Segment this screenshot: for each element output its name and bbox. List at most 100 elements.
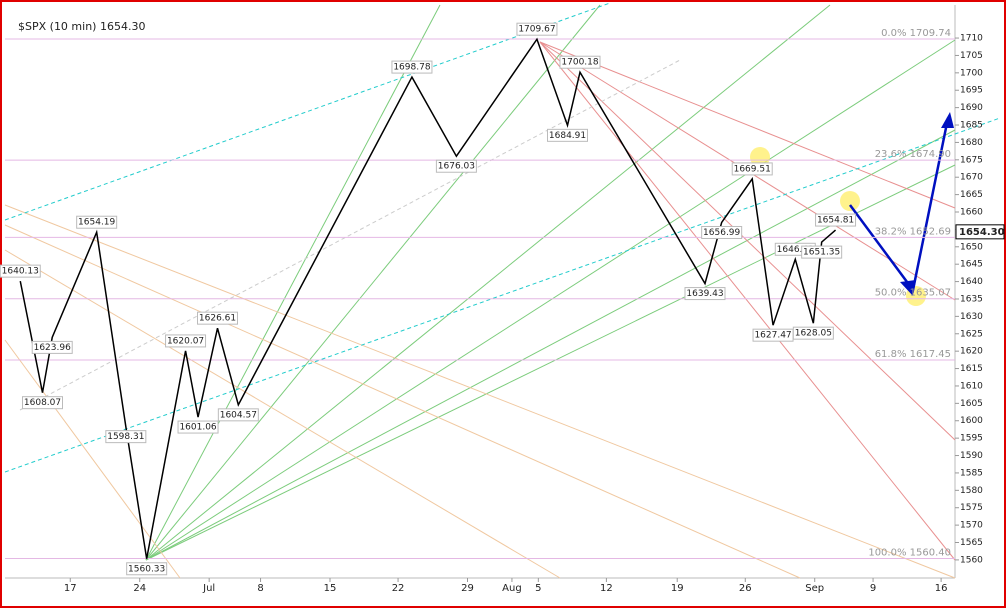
- value-label-group: 1601.06: [177, 420, 219, 434]
- y-tick-label: 1610: [960, 381, 983, 391]
- value-label-box: [815, 213, 857, 227]
- value-label: 1627.47: [754, 331, 791, 341]
- value-label-box: [435, 159, 477, 173]
- value-label-group: 1651.35: [801, 245, 843, 259]
- value-label-box: [801, 245, 843, 259]
- x-tick-label: Jul: [202, 583, 215, 594]
- y-tick-label: 1605: [960, 399, 983, 409]
- y-tick-label: 1575: [960, 503, 983, 513]
- fib-label: 23.6% 1674.90: [875, 149, 951, 160]
- y-tick-label: 1650: [960, 242, 983, 252]
- value-label-group: 1676.03: [435, 159, 477, 173]
- fib-label: 50.0% 1635.07: [875, 288, 951, 299]
- value-label-box: [31, 340, 73, 354]
- value-label-group: 1626.61: [197, 311, 238, 325]
- value-label: 1601.06: [179, 423, 216, 433]
- x-tick-label: Aug: [502, 583, 522, 594]
- value-label-box: [76, 215, 118, 229]
- value-label: 1640.13: [2, 267, 39, 277]
- y-tick-label: 1645: [960, 260, 983, 270]
- value-label-group: 1627.47: [752, 328, 794, 342]
- value-label-box: [126, 562, 168, 576]
- value-label-box: [516, 22, 558, 36]
- value-label: 1560.33: [128, 564, 165, 574]
- value-label-group: 1598.31: [105, 430, 147, 444]
- value-label-box: [197, 311, 238, 325]
- value-label-group: 1698.78: [391, 60, 433, 74]
- y-tick-label: 1565: [960, 538, 983, 548]
- value-label: 1626.61: [199, 314, 236, 324]
- x-tick-label: 15: [324, 583, 337, 594]
- value-label: 1656.99: [703, 228, 740, 238]
- y-tick-label: 1615: [960, 364, 983, 374]
- value-label-group: 1684.91: [547, 128, 588, 142]
- value-label: 1628.05: [795, 329, 832, 339]
- x-tick-label: 24: [133, 583, 146, 594]
- value-label: 1676.03: [438, 162, 475, 172]
- x-tick-label: 17: [64, 583, 77, 594]
- chart-title: $SPX (10 min) 1654.30: [18, 20, 145, 33]
- value-label-group: 1709.67: [516, 22, 558, 36]
- value-label: 1639.43: [686, 289, 723, 299]
- y-tick-label: 1590: [960, 451, 983, 461]
- x-tick-label: 26: [739, 583, 752, 594]
- y-tick-label: 1690: [960, 103, 983, 113]
- value-label-box: [684, 287, 726, 301]
- value-label: 1620.07: [167, 336, 204, 346]
- value-label-box: [391, 60, 433, 74]
- value-label: 1598.31: [107, 432, 144, 442]
- x-tick-label: 22: [392, 583, 405, 594]
- value-label: 1654.19: [78, 218, 115, 228]
- value-label-group: 1604.57: [217, 408, 259, 422]
- value-label: 1604.57: [220, 410, 257, 420]
- value-label-group: 1656.99: [701, 225, 743, 239]
- value-label: 1684.91: [549, 131, 586, 141]
- y-tick-label: 1595: [960, 434, 983, 444]
- y-tick-label: 1675: [960, 155, 983, 165]
- value-label: 1608.07: [24, 398, 61, 408]
- x-tick-label: 5: [535, 583, 541, 594]
- value-label-group: 1628.05: [792, 326, 834, 340]
- y-tick-label: 1710: [960, 34, 983, 44]
- x-tick-label: 19: [671, 583, 684, 594]
- value-label-group: 1669.51: [731, 162, 773, 176]
- x-tick-label: 16: [935, 583, 948, 594]
- value-label-group: 1654.19: [76, 215, 118, 229]
- y-tick-label: 1670: [960, 173, 983, 183]
- fib-label: 61.8% 1617.45: [875, 349, 951, 360]
- value-label-box: [559, 55, 601, 69]
- value-label: 1651.35: [803, 248, 840, 258]
- value-label-group: 1654.81: [815, 213, 857, 227]
- value-label-box: [105, 430, 147, 444]
- y-tick-label: 1620: [960, 347, 983, 357]
- value-label-group: 1560.33: [126, 562, 168, 576]
- value-label-box: [217, 408, 259, 422]
- value-label: 1698.78: [393, 63, 430, 73]
- fib-label: 100.0% 1560.40: [868, 548, 951, 559]
- value-label-box: [22, 396, 63, 410]
- y-tick-label: 1630: [960, 312, 983, 322]
- price-line: [19, 37, 837, 559]
- y-tick-label: 1585: [960, 468, 983, 478]
- value-label: 1700.18: [561, 58, 598, 68]
- y-tick-label: 1695: [960, 86, 983, 96]
- value-label-group: 1640.13: [0, 264, 41, 278]
- y-tick-label: 1625: [960, 329, 983, 339]
- x-tick-label: 8: [257, 583, 263, 594]
- value-label-box: [731, 162, 773, 176]
- value-label-group: 1623.96: [31, 340, 73, 354]
- last-price-label: 1654.30: [959, 227, 1005, 238]
- value-label: 1654.81: [817, 216, 854, 226]
- value-label-box: [177, 420, 219, 434]
- y-tick-label: 1635: [960, 294, 983, 304]
- value-label-box: [792, 326, 834, 340]
- y-tick-label: 1580: [960, 486, 983, 496]
- x-tick-label: 12: [600, 583, 613, 594]
- value-label: 1646.41: [777, 245, 814, 255]
- y-tick-label: 1560: [960, 555, 983, 565]
- y-tick-label: 1665: [960, 190, 983, 200]
- y-tick-label: 1600: [960, 416, 983, 426]
- fib-label: 38.2% 1652.69: [875, 226, 951, 237]
